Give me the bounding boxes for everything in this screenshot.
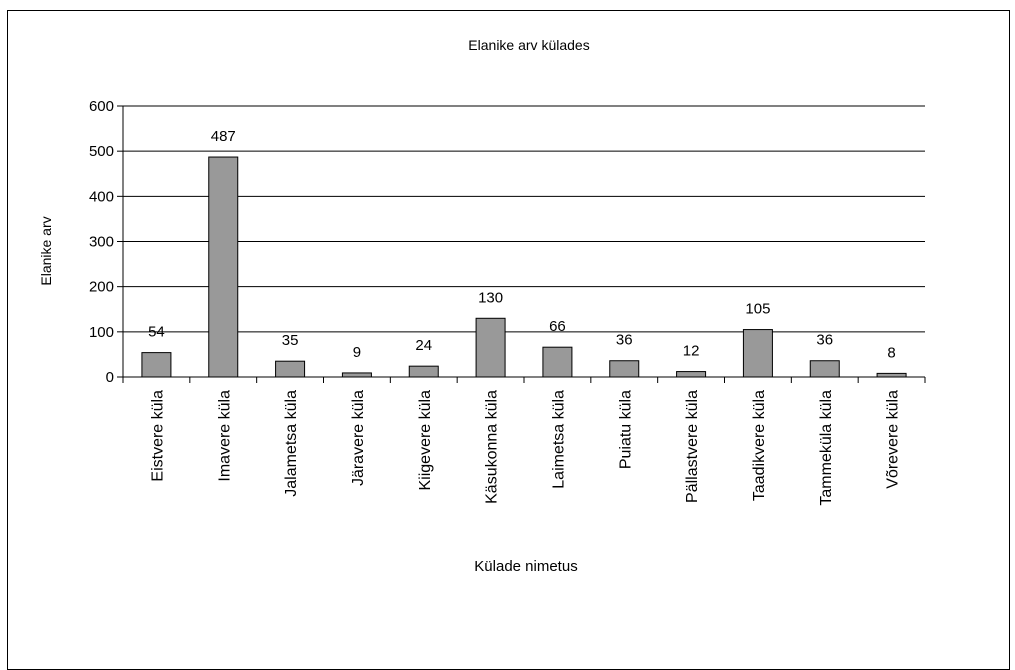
data-label: 130 (478, 289, 503, 306)
y-tick-label: 500 (89, 143, 114, 160)
bar (275, 360, 306, 378)
x-tick-label: Jalametsa küla (283, 390, 300, 497)
data-label: 8 (887, 344, 895, 361)
axes: 0 100 200 300 400 500 600 Eistvere küla Imavere … (89, 98, 926, 506)
bar (408, 365, 439, 378)
x-tick-label: Laimetsa küla (550, 390, 567, 489)
data-label: 9 (353, 344, 361, 361)
data-label: 66 (549, 318, 566, 335)
data-label: 36 (616, 332, 633, 349)
bar (676, 371, 707, 378)
bar (141, 352, 172, 378)
chart-frame: Elanike arv külades Elanike arv Külade n… (7, 10, 1010, 670)
bar-chart: Elanike arv külades Elanike arv Külade n… (38, 37, 926, 575)
y-tick-label: 400 (89, 188, 114, 205)
bar (475, 317, 506, 378)
bar (609, 360, 640, 378)
data-label: 12 (683, 343, 700, 360)
y-tick-label: 600 (89, 98, 114, 115)
bar (742, 329, 773, 378)
y-tick-label: 300 (89, 234, 114, 251)
y-tick-label: 200 (89, 279, 114, 296)
data-label: 35 (282, 332, 299, 349)
data-label: 24 (415, 337, 432, 354)
x-tick-label: Käsukonna küla (484, 390, 501, 504)
x-tick-label: Tammeküla küla (818, 390, 835, 506)
data-label: 105 (745, 301, 770, 318)
y-tick-label: 0 (106, 369, 114, 386)
x-tick-label: Taadikvere küla (751, 390, 768, 501)
x-tick-label: Kiigevere küla (417, 390, 434, 491)
x-tick-label: Võrevere küla (885, 390, 902, 489)
bar (341, 372, 372, 378)
y-axis-label: Elanike arv (38, 216, 54, 285)
x-axis-label: Külade nimetus (474, 558, 577, 575)
bar (876, 372, 907, 378)
x-tick-label: Pällastvere küla (684, 390, 701, 503)
bar (208, 156, 239, 378)
grid-lines (123, 105, 925, 333)
bar (542, 346, 573, 378)
x-tick-label: Eistvere küla (149, 390, 166, 482)
x-tick-label: Puiatu küla (617, 390, 634, 469)
data-labels: 54 487 35 9 24 130 66 36 12 105 36 8 (148, 128, 896, 361)
data-label: 54 (148, 324, 165, 341)
y-tick-label: 100 (89, 324, 114, 341)
bars (141, 156, 907, 378)
chart-title: Elanike arv külades (468, 37, 589, 53)
x-tick-label: Imavere küla (216, 390, 233, 482)
data-label: 487 (211, 128, 236, 145)
x-tick-label: Järavere küla (350, 390, 367, 486)
data-label: 36 (816, 332, 833, 349)
bar (809, 360, 840, 378)
